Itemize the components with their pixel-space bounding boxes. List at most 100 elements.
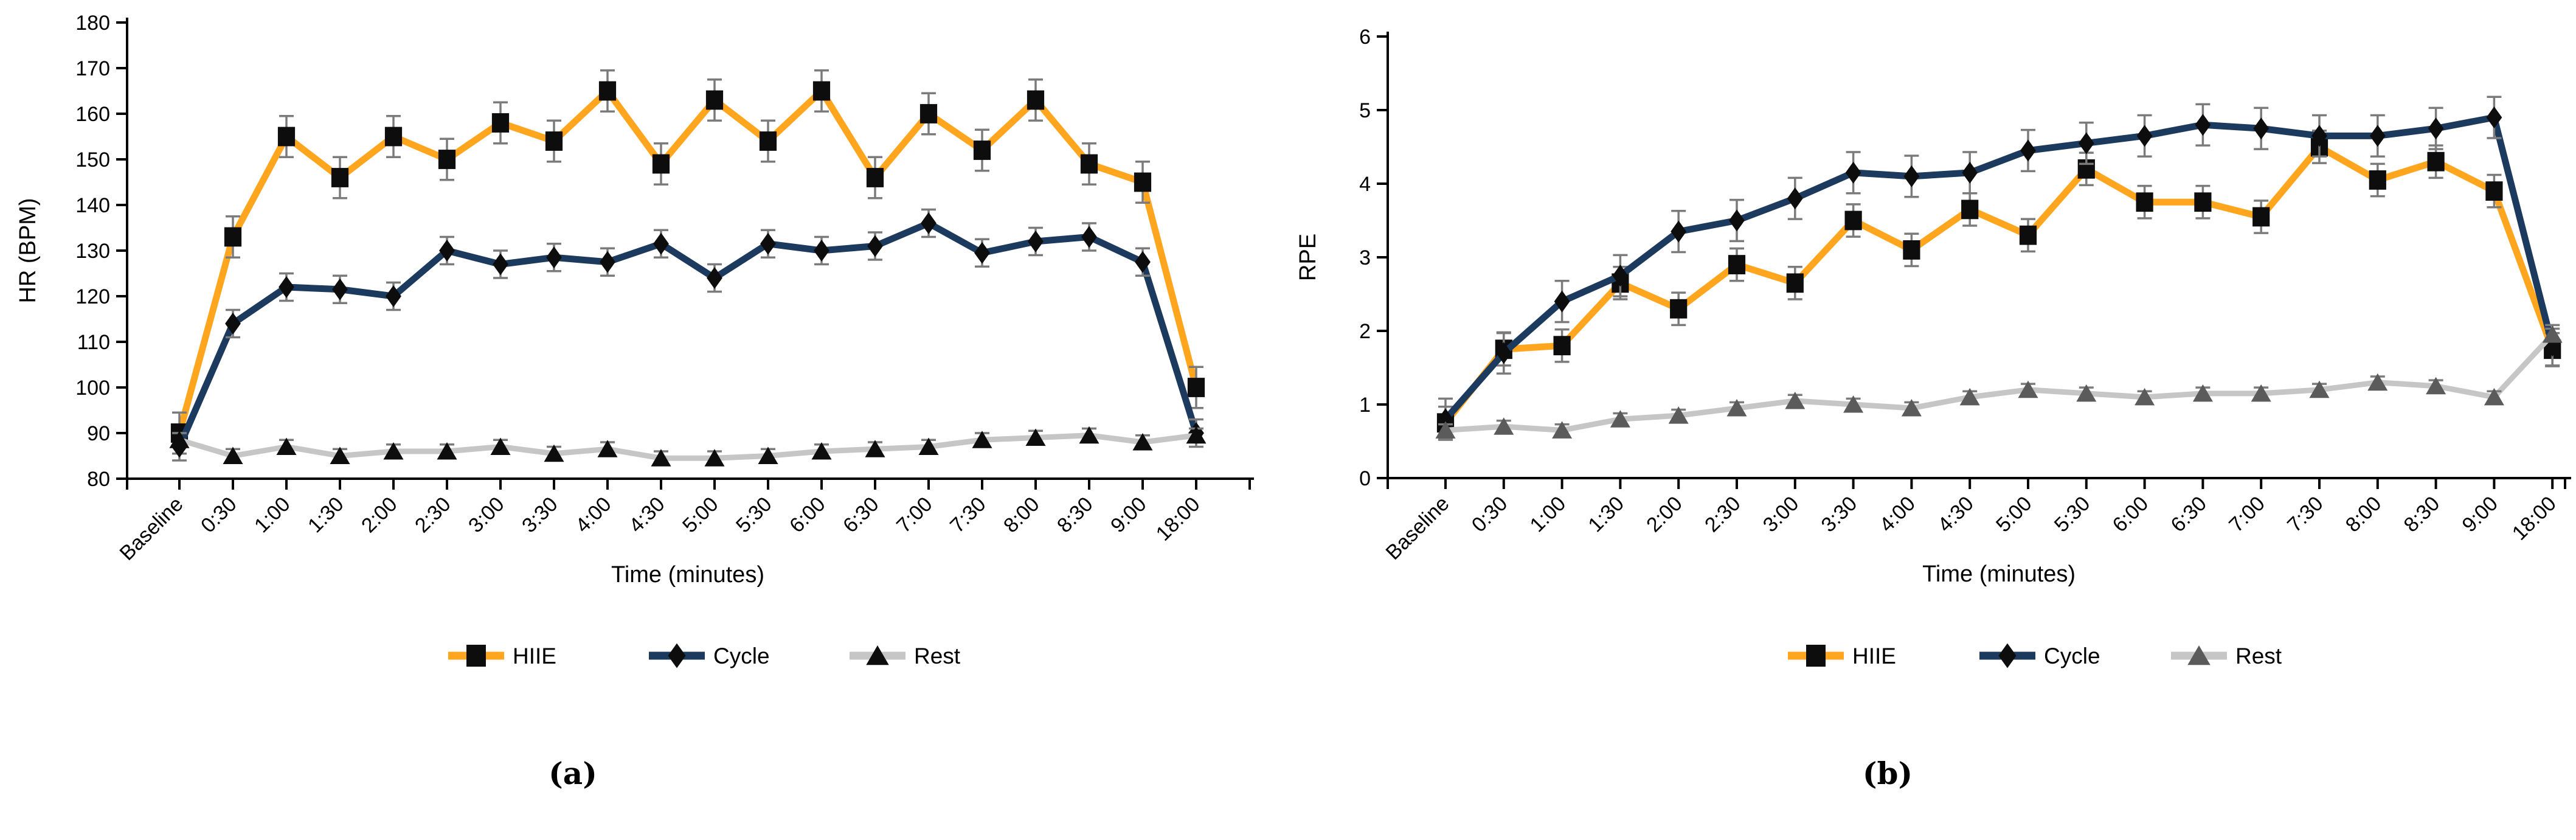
series-rest-marker [1494,417,1514,435]
x-tick-label: 6:30 [839,493,884,538]
series-hiie-line [1442,144,2556,425]
series-cycle-marker [2311,125,2327,147]
series-cycle-line [1442,114,2556,422]
x-tick-label: 3:00 [1759,492,1804,537]
series-hiie-marker [224,227,242,247]
series-hiie-marker [1903,240,1920,260]
legend-label-rest: Rest [914,644,961,668]
series-hiie-marker [812,81,831,101]
y-tick-label: 5 [1359,99,1371,122]
series-cycle-marker [1135,251,1151,273]
series-hiie-marker [1080,154,1098,174]
x-tick-label: 4:00 [571,493,616,538]
y-tick-label: 1 [1359,394,1371,417]
x-tick-label: 8:00 [2341,492,2386,537]
series-rest-marker [1959,387,1980,406]
series-rest-marker [490,437,511,455]
y-axis-title: HR (BPM) [15,198,41,303]
series-rest-marker [1132,433,1153,451]
y-tick-label: 2 [1359,320,1371,343]
legend-label-cycle: Cycle [713,644,770,668]
series-cycle-marker [2078,132,2094,154]
series-hiie-marker [1786,273,1804,293]
series-rest-marker [1726,399,1747,417]
x-tick-label: 0:30 [1467,492,1512,537]
legend-marker-cycle [668,643,686,668]
x-tick-label: 1:00 [250,493,295,538]
series-cycle-marker [439,240,455,262]
x-tick-label: 4:30 [1933,492,1978,537]
series-rest-marker [2309,380,2330,398]
series-rest-marker [2542,325,2563,343]
x-tick-label: 9:00 [2457,492,2502,537]
series-rest-marker [1785,391,1806,409]
y-tick-label: 6 [1359,26,1371,49]
series-cycle-marker [2195,114,2211,136]
series-hiie-marker [2136,192,2153,212]
x-tick-label: 3:00 [464,493,509,538]
series-hiie-marker [2485,181,2503,201]
y-tick-label: 120 [75,285,110,308]
y-tick-label: 170 [75,57,110,80]
series-rest-marker [651,449,671,467]
x-axis-title: Time (minutes) [1922,561,2076,587]
x-tick-label: 8:30 [2400,492,2445,537]
x-tick-label: 6:00 [2108,492,2153,537]
series-hiie-marker [2369,170,2386,190]
series-rest-marker [918,437,939,455]
series-rest-marker [2076,384,2097,402]
y-tick-label: 150 [75,148,110,172]
series-rest-line [178,432,1197,461]
y-tick-label: 3 [1359,246,1371,269]
y-tick-label: 100 [75,377,110,400]
series-hiie-marker [1670,299,1688,319]
panel-label-b: (b) [1862,755,1913,791]
series-cycle-marker [921,212,937,234]
legend-label-hiie: HIIE [513,644,556,668]
series-cycle-marker [546,246,562,269]
y-tick-label: 90 [87,422,110,445]
series-hiie-marker [2194,192,2212,212]
x-tick-label: 5:30 [2050,492,2095,537]
series-cycle-marker [279,276,294,298]
series-hiie-marker [1553,336,1571,356]
series-hiie-marker [759,131,777,151]
rpe-line-chart: 0 1 2 3 4 5 6 Baseline 0:30 1:00 1:30 2:00 2:30 3:00 3… [1295,26,2571,668]
x-tick-label: 18:00 [1152,493,1205,546]
legend-marker-rest [866,645,889,665]
series-rest-marker [383,442,404,460]
legend-marker-hiie [466,644,486,667]
y-tick-label: 4 [1359,173,1371,196]
series-hiie-marker [1027,90,1045,110]
x-tick-label: Baseline [116,493,188,565]
series-hiie-marker [652,154,670,174]
series-cycle-marker [332,278,348,300]
x-tick-label: 1:00 [1526,492,1571,537]
series-rest-marker [1843,395,1864,413]
series-rest-marker [704,449,725,467]
series-hiie-marker [277,127,296,147]
series-cycle-marker [1671,220,1687,243]
series-rest-marker [1610,410,1630,428]
series-rest-marker [330,446,350,464]
series-cycle-marker [386,285,401,307]
series-rest-marker [1186,426,1207,444]
series-hiie-marker [1844,210,1862,231]
y-tick-label: 130 [75,240,110,263]
series-cycle-marker [2020,139,2036,162]
legend-label-rest: Rest [2235,644,2282,668]
series-rest-marker [597,440,618,457]
series-cycle-marker [2486,106,2502,129]
series-rest-marker [1079,426,1099,444]
series-hiie-marker [1961,200,1979,220]
series-hiie-line [176,88,1200,434]
series-rest-marker [276,437,297,455]
hr-bpm-line-chart: 80 90 100 110 120 130 140 150 160 170 180 Baseline 0… [15,12,1254,668]
series-rest-marker [865,440,885,457]
x-tick-label: 2:00 [1642,492,1687,537]
series-cycle-marker [2428,117,2444,140]
series-cycle-marker [600,251,615,273]
x-tick-label: 1:30 [1584,492,1629,537]
series-rest-marker [169,431,190,448]
series-hiie-marker [866,168,884,187]
